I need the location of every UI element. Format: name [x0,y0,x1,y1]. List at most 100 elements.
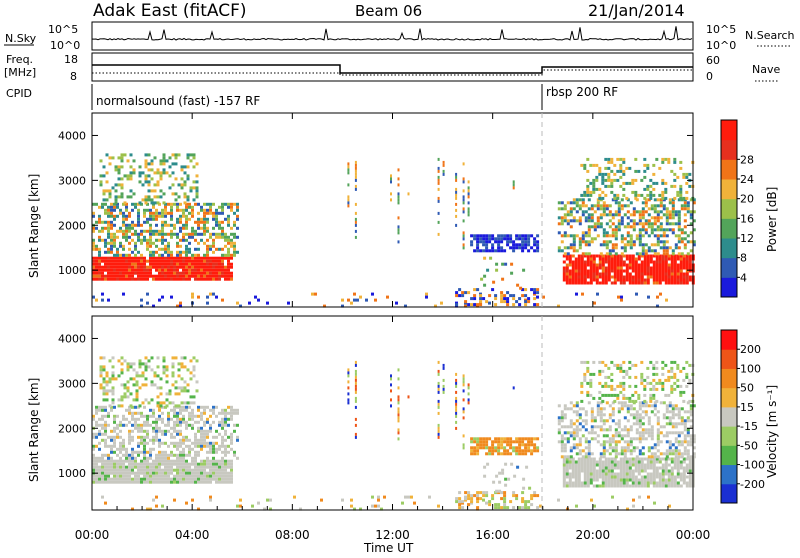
heatmap-cell [170,462,173,466]
heatmap-cell [599,225,603,229]
heatmap-cell [347,392,350,396]
heatmap-cell [122,253,125,257]
heatmap-cell [137,444,140,448]
heatmap-cell [185,226,188,230]
heatmap-cell [165,380,169,384]
heatmap-cell [611,495,614,499]
heatmap-cell [206,405,209,409]
heatmap-cell [647,234,651,238]
heatmap-cell [194,238,197,242]
heatmap-cell [437,384,440,388]
heatmap-cell [212,435,215,439]
heatmap-cell [191,226,194,230]
heatmap-cell [143,471,146,475]
heatmap-cell [641,446,645,450]
heatmap-cell [602,210,606,214]
heatmap-cell [655,484,659,488]
heatmap-cell [161,504,164,508]
heatmap-cell [119,444,122,448]
heatmap-cell [569,234,573,238]
heatmap-cell [613,457,617,461]
heatmap-cell [132,362,136,366]
heatmap-cell [95,262,98,266]
heatmap-cell [200,217,203,221]
heatmap-cell [122,444,125,448]
heatmap-cell [622,157,626,161]
heatmap-cell [568,269,572,273]
heatmap-cell [191,265,194,269]
heatmap-cell [662,234,666,238]
heatmap-cell [131,202,134,206]
heatmap-cell [500,506,504,510]
heatmap-cell [689,222,693,226]
heatmap-cell [586,478,590,482]
heatmap-cell [353,507,356,511]
heatmap-cell [670,278,674,282]
heatmap-cell [631,269,635,273]
heatmap-cell [655,157,659,161]
heatmap-cell [682,457,686,461]
heatmap-cell [101,265,104,269]
heatmap-cell [92,295,95,299]
heatmap-cell [137,426,140,430]
heatmap-cell [581,240,585,244]
heatmap-cell [584,410,588,414]
heatmap-cell [206,301,209,305]
heatmap-cell [167,456,170,460]
heatmap-cell [497,506,501,510]
heatmap-cell [572,201,576,205]
heatmap-cell [221,438,224,442]
heatmap-cell [592,475,596,479]
heatmap-cell [179,250,182,254]
heatmap-cell [185,214,188,218]
heatmap-cell [601,360,605,364]
heatmap-cell [565,469,569,473]
heatmap-cell [144,180,148,184]
heatmap-cell [602,455,606,459]
heatmap-cell [177,386,181,390]
heatmap-cell [598,260,602,264]
heatmap-cell [640,372,644,376]
heatmap-cell [650,452,654,456]
heatmap-cell [233,211,236,215]
heatmap-cell [563,404,567,408]
heatmap-cell [140,441,143,445]
heatmap-cell [99,183,103,187]
heatmap-cell [598,169,602,173]
heatmap-cell [171,356,175,360]
heatmap-cell [221,235,224,239]
heatmap-cell [146,480,149,484]
heatmap-cell [171,401,175,405]
heatmap-cell [104,459,107,463]
heatmap-cell [583,475,587,479]
heatmap-cell [98,465,101,469]
heatmap-cell [98,259,101,263]
freq-tick-bottom: 8 [70,70,77,83]
heatmap-cell [170,262,173,266]
heatmap-cell [610,260,614,264]
heatmap-cell [218,262,221,266]
heatmap-cell [467,180,470,184]
heatmap-cell [167,253,170,257]
heatmap-cell [604,472,608,476]
heatmap-cell [476,494,480,498]
heatmap-cell [631,254,635,258]
heatmap-cell [132,368,136,372]
heatmap-cell [165,171,169,175]
heatmap-cell [635,222,639,226]
heatmap-cell [533,237,537,241]
heatmap-cell [619,175,623,179]
heatmap-cell [179,214,182,218]
heatmap-cell [170,471,173,475]
heatmap-cell [200,429,203,433]
heatmap-cell [613,481,617,485]
heatmap-cell [458,294,462,298]
heatmap-cell [677,228,681,232]
heatmap-cell [491,440,495,444]
heatmap-cell [598,360,602,364]
heatmap-cell [122,447,125,451]
heatmap-cell [209,271,212,275]
heatmap-cell [509,234,513,238]
heatmap-cell [107,459,110,463]
heatmap-cell [131,259,134,263]
